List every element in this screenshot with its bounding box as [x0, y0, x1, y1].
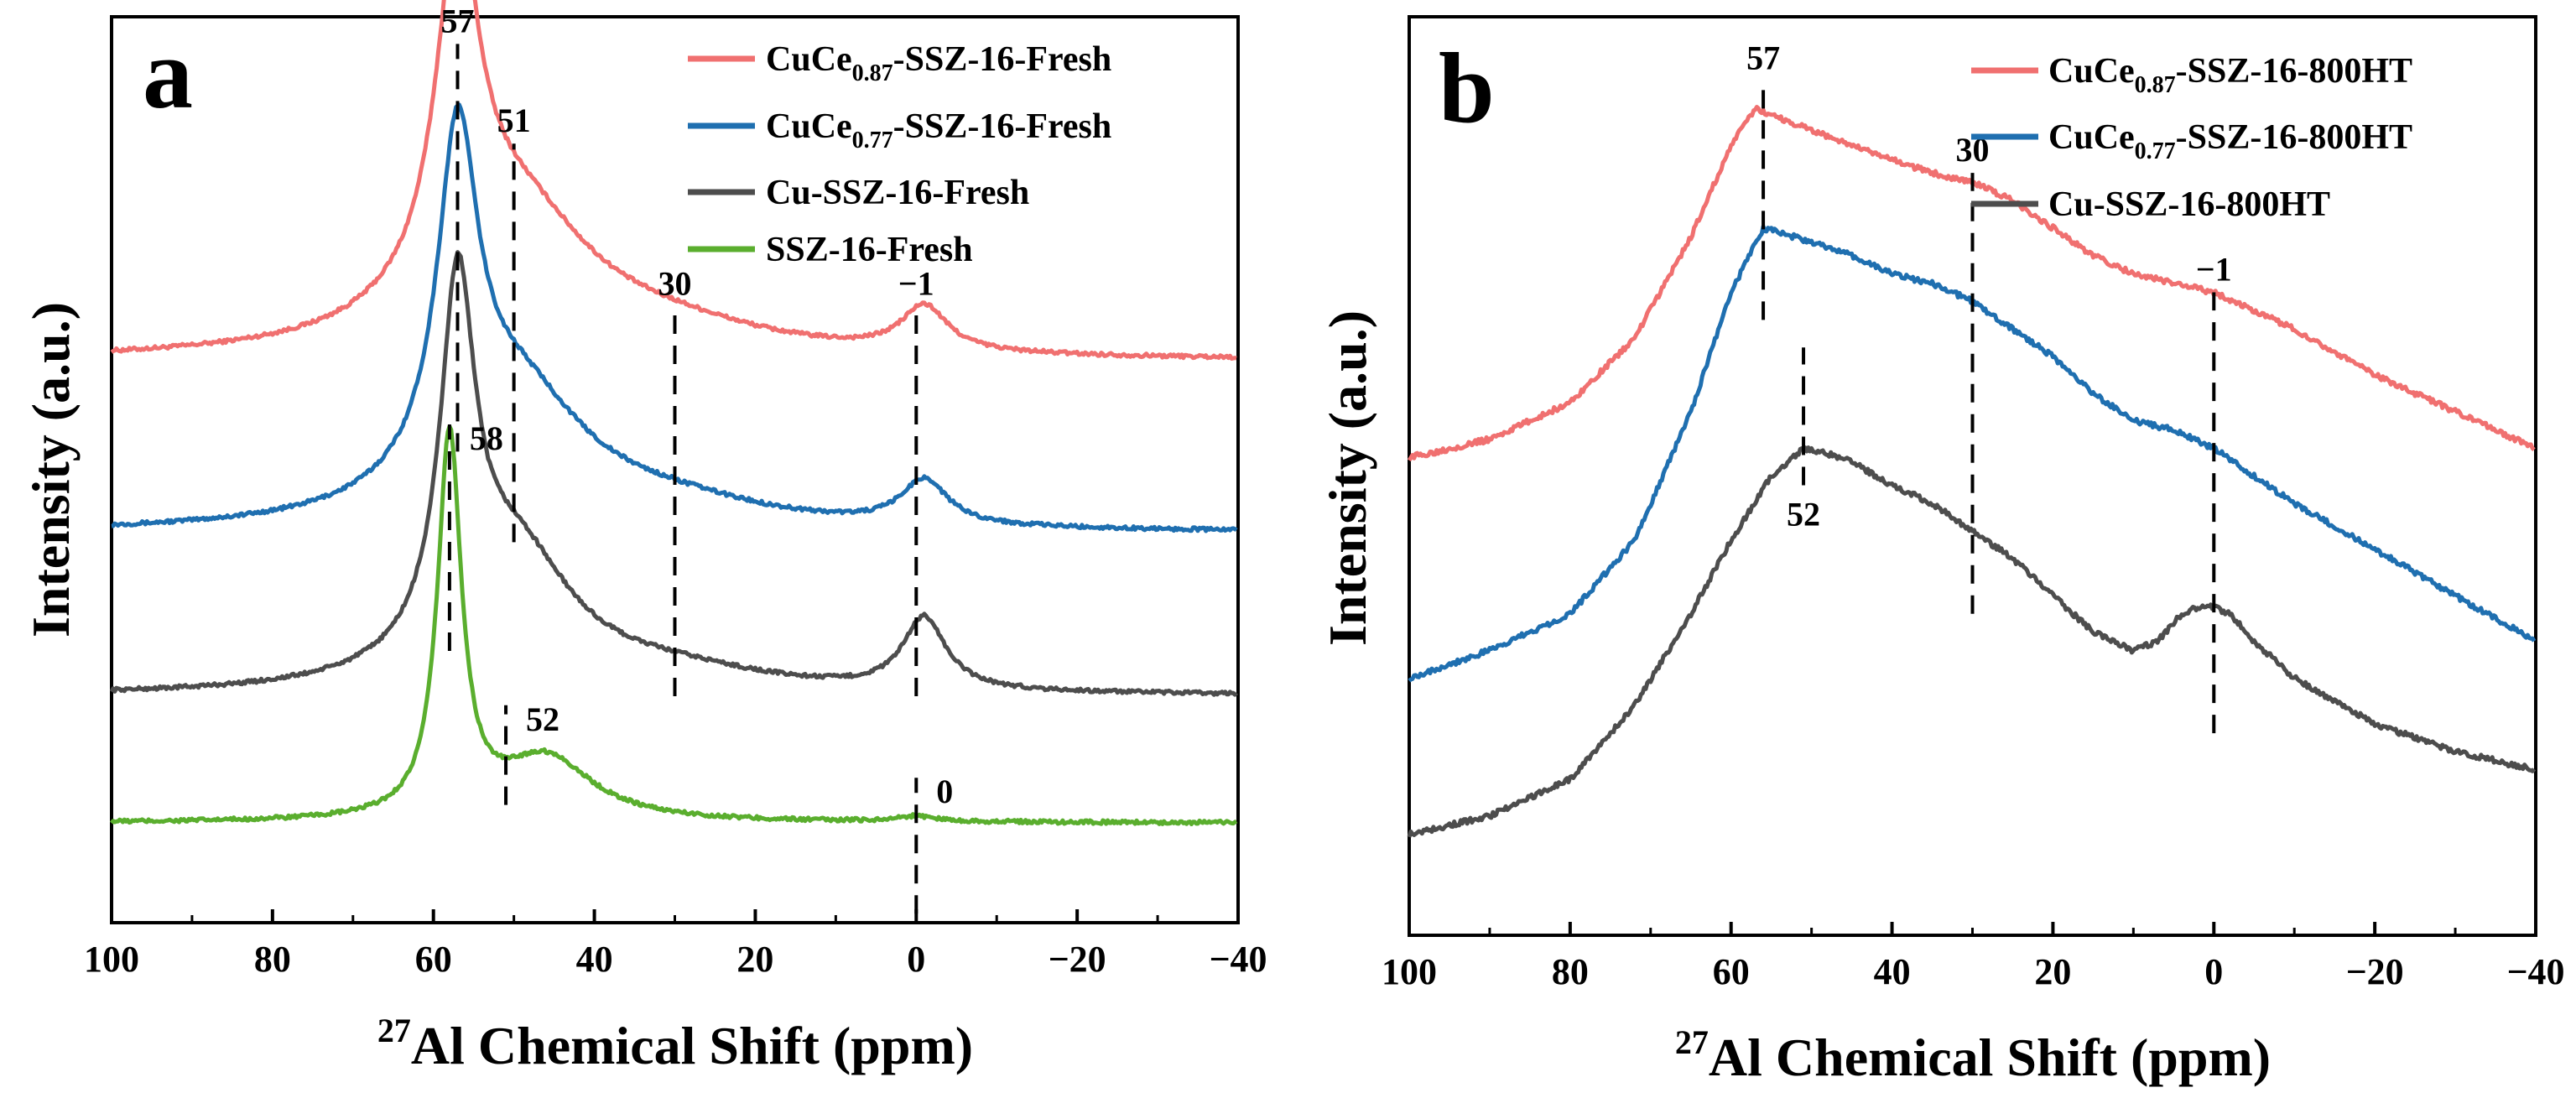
x-tick-label: −40	[1209, 939, 1267, 980]
x-tick-label: 40	[1874, 951, 1911, 992]
legend-label: CuCe0.77-SSZ-16-Fresh	[766, 107, 1111, 154]
legend-label: CuCe0.87-SSZ-16-Fresh	[766, 40, 1111, 86]
panel-b-x-axis-title-sup: 27	[1675, 1023, 1709, 1061]
legend-label: Cu-SSZ-16-Fresh	[766, 174, 1029, 212]
annotation-label: 0	[936, 773, 953, 810]
annotation-label: 58	[470, 419, 503, 457]
annotation-label: 51	[497, 101, 531, 139]
annotation-label: −1	[898, 265, 934, 303]
legend-entry: CuCe0.87-SSZ-16-Fresh	[688, 40, 1111, 86]
series-line	[1407, 445, 2537, 838]
legend-label: SSZ-16-Fresh	[766, 231, 973, 269]
legend-label-main: CuCe	[766, 40, 852, 79]
x-tick-label: 20	[736, 939, 773, 980]
legend-label-sub: 0.87	[2135, 72, 2176, 98]
legend-label-rest: -SSZ-16-Fresh	[893, 40, 1112, 79]
panel-b-x-axis-title-main: Al Chemical Shift (ppm)	[1709, 1028, 2271, 1087]
legend-entry: Cu-SSZ-16-Fresh	[688, 174, 1029, 212]
legend-label-rest: -SSZ-16-Fresh	[893, 107, 1112, 146]
panel-a-letter: a	[143, 18, 193, 129]
panel-a-chart: a Intensity (a.u.) 27Al Chemical Shift (…	[21, 0, 1267, 1075]
x-tick-label: −20	[2346, 951, 2404, 992]
annotation-label: 57	[440, 2, 474, 39]
x-tick-label: 40	[576, 939, 613, 980]
legend-label-main: CuCe	[766, 107, 852, 146]
x-tick-label: 60	[415, 939, 452, 980]
legend-label-rest: -SSZ-16-800HT	[2176, 52, 2412, 91]
x-tick-label: 60	[1713, 951, 1750, 992]
legend-entry: CuCe0.77-SSZ-16-Fresh	[688, 107, 1111, 154]
annotation-label: −1	[2196, 251, 2232, 289]
x-tick-label: 20	[2034, 951, 2071, 992]
legend-label-main: CuCe	[2048, 52, 2135, 91]
panel-a-x-ticks: 100 80 60 40 20 0 −20 −40	[84, 909, 1267, 980]
legend-label-sub: 0.87	[852, 60, 893, 86]
panel-a-legend: CuCe0.87-SSZ-16-Fresh CuCe0.77-SSZ-16-Fr…	[688, 40, 1111, 269]
panel-b-y-axis-title: Intensity (a.u.)	[1318, 310, 1377, 646]
x-tick-label: −20	[1049, 939, 1106, 980]
panel-a-x-axis-title: 27Al Chemical Shift (ppm)	[377, 1012, 973, 1075]
panel-a-x-axis-title-sup: 27	[377, 1012, 411, 1049]
legend-entry: CuCe0.77-SSZ-16-800HT	[1971, 118, 2412, 164]
x-tick-label: 100	[84, 939, 139, 980]
panel-a-x-axis-title-main: Al Chemical Shift (ppm)	[411, 1016, 973, 1075]
panel-b-x-ticks: 100 80 60 40 20 0 −20 −40	[1382, 922, 2565, 992]
legend-label-sub: 0.77	[852, 127, 893, 154]
panel-b-legend: CuCe0.87-SSZ-16-800HT CuCe0.77-SSZ-16-80…	[1971, 52, 2412, 224]
x-tick-label: 0	[907, 939, 925, 980]
annotation-label: 57	[1746, 39, 1780, 77]
legend-label: CuCe0.87-SSZ-16-800HT	[2048, 52, 2412, 98]
x-tick-label: 0	[2204, 951, 2223, 992]
panel-b-x-axis-title: 27Al Chemical Shift (ppm)	[1675, 1023, 2271, 1087]
panel-b-letter: b	[1439, 32, 1495, 143]
legend-label-main: CuCe	[2048, 118, 2135, 157]
annotation-label: 30	[658, 265, 692, 303]
series-line	[110, 424, 1238, 826]
x-tick-label: 80	[1552, 951, 1589, 992]
x-tick-label: 100	[1382, 951, 1437, 992]
x-tick-label: −40	[2506, 951, 2564, 992]
panel-a-annotations: 57 51 30 −1 58 52 0	[440, 2, 953, 914]
legend-label: CuCe0.77-SSZ-16-800HT	[2048, 118, 2412, 164]
legend-entry: SSZ-16-Fresh	[688, 231, 973, 269]
annotation-label: 52	[526, 700, 559, 738]
legend-entry: Cu-SSZ-16-800HT	[1971, 185, 2330, 224]
annotation-label: 52	[1787, 495, 1820, 533]
legend-label-rest: -SSZ-16-800HT	[2176, 118, 2412, 157]
legend-entry: CuCe0.87-SSZ-16-800HT	[1971, 52, 2412, 98]
series-line	[110, 0, 1237, 361]
panel-a-y-axis-title: Intensity (a.u.)	[21, 302, 81, 637]
x-tick-label: 80	[254, 939, 291, 980]
legend-label-sub: 0.77	[2135, 138, 2176, 164]
panel-b-chart: b Intensity (a.u.) 27Al Chemical Shift (…	[1318, 15, 2565, 1087]
legend-label: Cu-SSZ-16-800HT	[2048, 185, 2330, 224]
